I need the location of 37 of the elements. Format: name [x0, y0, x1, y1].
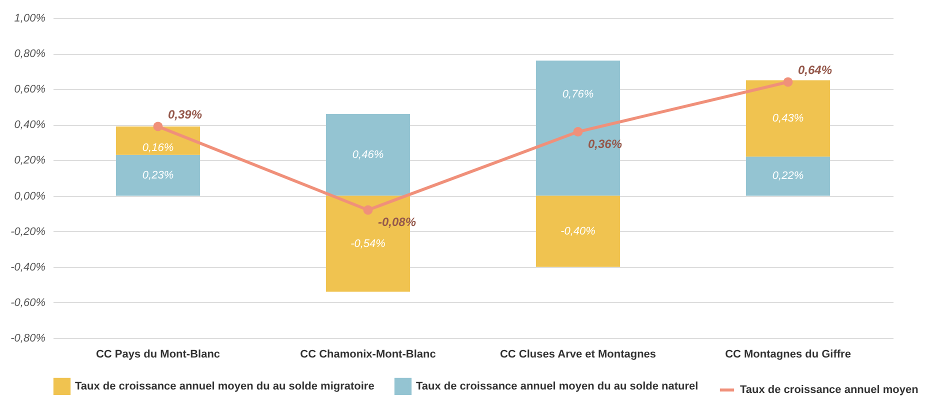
- legend-label: Taux de croissance annuel moyen du au solde naturel: [416, 380, 698, 392]
- data-label: 0,39%: [168, 107, 202, 122]
- bar: [746, 156, 830, 196]
- data-label: 0,22%: [772, 170, 804, 182]
- point: [363, 205, 373, 215]
- y-tick-label: 0,80%: [14, 48, 46, 60]
- y-tick-label: -0,20%: [10, 226, 46, 238]
- y-tick-label: 0,20%: [14, 154, 46, 167]
- y-tick-label: 0,40%: [14, 119, 46, 132]
- bar: [326, 114, 410, 196]
- point: [573, 127, 583, 137]
- legend-label: Taux de croissance annuel moyen du au solde migratoire: [75, 380, 374, 392]
- y-tick-label: 0,00%: [14, 190, 46, 202]
- point: [783, 77, 793, 87]
- y-tick-label: -0,60%: [10, 296, 46, 309]
- bar: [536, 60, 620, 196]
- data-label: 0,23%: [142, 169, 174, 182]
- data-label: -0,40%: [560, 225, 596, 238]
- x-tick-label: CC Cluses Arve et Montagnes: [500, 348, 656, 360]
- data-label: 0,76%: [562, 88, 594, 100]
- x-tick-label: CC Pays du Mont-Blanc: [96, 348, 220, 360]
- bar: [116, 154, 200, 196]
- bar: [536, 196, 620, 267]
- data-label: 0,46%: [352, 148, 384, 161]
- y-tick-label: -0,40%: [10, 261, 46, 274]
- point: [153, 122, 163, 132]
- y-tick-label: 1,00%: [14, 12, 46, 24]
- data-label: 0,43%: [772, 112, 804, 124]
- data-label: -0,54%: [350, 238, 386, 250]
- bar: [746, 80, 830, 157]
- y-tick-label: 0,60%: [14, 84, 46, 96]
- data-label: 0,64%: [798, 63, 832, 77]
- data-label: 0,16%: [142, 142, 174, 154]
- x-tick-label: CC Montagnes du Giffre: [725, 348, 851, 360]
- x-tick-label: CC Chamonix-Mont-Blanc: [300, 348, 436, 360]
- legend-label: Taux de croissance annuel moyen: [740, 384, 919, 396]
- y-tick-label: -0,80%: [10, 332, 46, 344]
